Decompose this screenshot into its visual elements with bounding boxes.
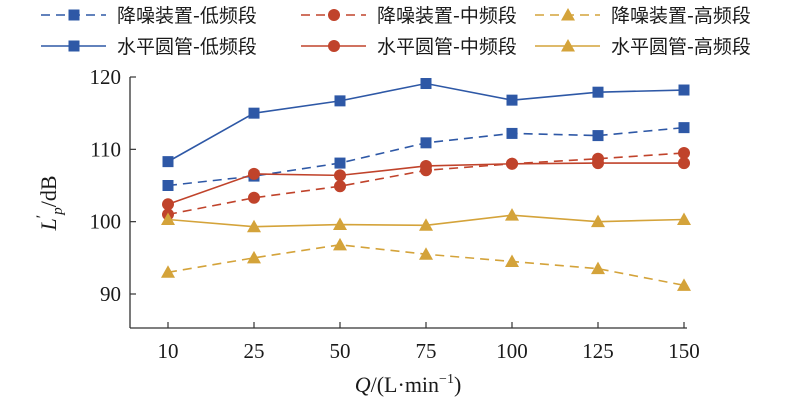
data-point	[591, 261, 605, 275]
ticks: 90 100 110 120 10 25 50 75 100 125 150	[90, 65, 700, 363]
y-tick-label: 110	[90, 137, 121, 161]
x-tick-label: 100	[496, 339, 528, 363]
x-axis-label-close: )	[454, 372, 461, 397]
legend-item: 水平圆管-低频段	[41, 36, 257, 58]
data-point	[506, 127, 518, 139]
data-point	[419, 247, 433, 260]
legend-item: 水平圆管-中频段	[301, 36, 517, 58]
legend-marker	[68, 40, 80, 52]
y-tick-label: 90	[100, 282, 121, 306]
data-point	[678, 157, 690, 170]
x-tick-label: 50	[330, 339, 351, 363]
y-tick-label: 100	[90, 210, 122, 234]
data-point	[678, 84, 690, 96]
x-tick-label: 150	[668, 339, 700, 363]
series-3	[161, 237, 691, 291]
data-point	[247, 250, 261, 264]
data-point	[247, 219, 261, 233]
x-tick-label: 125	[582, 339, 614, 363]
legend-label: 水平圆管-中频段	[377, 36, 517, 58]
x-axis-label-rest: /(L·min	[371, 372, 439, 397]
data-point	[334, 169, 346, 182]
data-point	[420, 78, 432, 90]
legend-label: 降噪装置-高频段	[611, 5, 751, 27]
legend-item: 水平圆管-高频段	[535, 36, 751, 58]
legend-marker	[328, 40, 340, 52]
x-tick-label: 25	[244, 339, 265, 363]
data-point	[677, 212, 691, 225]
data-point	[161, 265, 175, 278]
x-axis-label-sup: −1	[439, 372, 454, 387]
legend-label: 降噪装置-低频段	[117, 5, 257, 27]
data-point	[505, 254, 519, 267]
legend-marker	[561, 8, 575, 21]
data-point	[333, 237, 347, 251]
series-1	[162, 122, 690, 191]
data-point	[333, 217, 347, 231]
legend-item: 降噪装置-中频段	[301, 5, 517, 27]
y-axis-label-unit: /dB	[36, 175, 61, 207]
y-tick-label: 120	[90, 65, 122, 89]
data-point	[420, 137, 432, 149]
data-point	[419, 218, 433, 231]
legend-label: 水平圆管-低频段	[117, 36, 257, 58]
series-6	[161, 208, 691, 233]
x-tick-label: 10	[158, 339, 179, 363]
data-point	[334, 157, 346, 169]
x-tick-label: 75	[416, 339, 437, 363]
data-point	[248, 167, 260, 180]
legend-marker	[561, 39, 575, 52]
data-point	[334, 95, 346, 107]
data-point	[420, 159, 432, 172]
axes	[129, 77, 687, 329]
data-point	[678, 146, 690, 159]
series-layer	[161, 78, 691, 291]
data-point	[677, 278, 691, 291]
data-point	[506, 157, 518, 170]
x-axis-label: Q/(L·min−1)	[355, 372, 462, 397]
legend-item: 降噪装置-高频段	[535, 5, 751, 27]
y-axis-label-symbol: L	[36, 218, 61, 231]
series-4	[162, 78, 690, 168]
legend-item: 降噪装置-低频段	[41, 5, 257, 27]
data-point	[334, 180, 346, 193]
series-line	[167, 82, 685, 163]
x-axis-label-symbol: Q	[355, 372, 371, 397]
data-point	[592, 130, 604, 142]
series-5	[162, 157, 690, 211]
data-point	[162, 198, 174, 211]
data-point	[678, 122, 690, 134]
data-point	[162, 180, 174, 191]
data-point	[592, 86, 604, 98]
series-2	[162, 146, 690, 221]
data-point	[506, 94, 518, 106]
data-point	[505, 208, 519, 221]
data-point	[248, 107, 260, 119]
legend-label: 水平圆管-高频段	[611, 36, 751, 58]
legend-label: 降噪装置-中频段	[377, 5, 517, 27]
data-point	[162, 156, 174, 168]
y-axis-label-sub: p	[50, 207, 66, 216]
y-axis-label: L′p/dB	[34, 175, 66, 231]
y-axis-label-prime: ′	[34, 215, 51, 219]
legend-marker	[328, 9, 340, 21]
data-point	[248, 191, 260, 204]
data-point	[592, 157, 604, 170]
legend-marker	[68, 9, 80, 21]
data-point	[161, 212, 175, 225]
data-point	[591, 214, 605, 228]
